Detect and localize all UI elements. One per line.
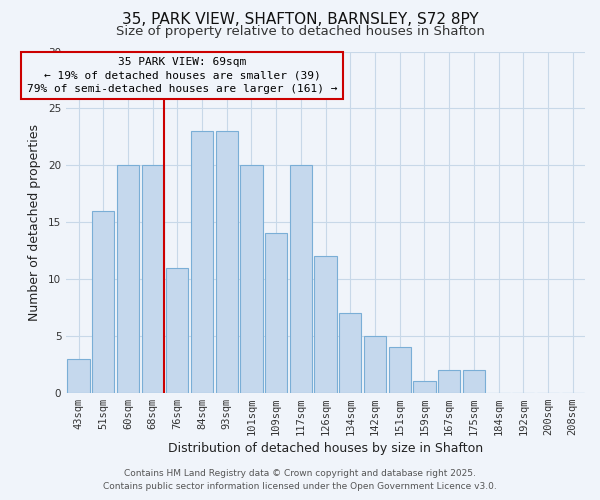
Bar — [67, 358, 89, 392]
Bar — [290, 165, 312, 392]
X-axis label: Distribution of detached houses by size in Shafton: Distribution of detached houses by size … — [168, 442, 483, 455]
Text: 35 PARK VIEW: 69sqm
← 19% of detached houses are smaller (39)
79% of semi-detach: 35 PARK VIEW: 69sqm ← 19% of detached ho… — [27, 57, 338, 94]
Bar — [166, 268, 188, 392]
Bar — [241, 165, 263, 392]
Bar — [413, 382, 436, 392]
Text: Size of property relative to detached houses in Shafton: Size of property relative to detached ho… — [116, 25, 484, 38]
Bar — [339, 313, 361, 392]
Bar — [117, 165, 139, 392]
Bar — [364, 336, 386, 392]
Bar — [389, 347, 411, 393]
Y-axis label: Number of detached properties: Number of detached properties — [28, 124, 41, 320]
Bar — [438, 370, 460, 392]
Text: 35, PARK VIEW, SHAFTON, BARNSLEY, S72 8PY: 35, PARK VIEW, SHAFTON, BARNSLEY, S72 8P… — [122, 12, 478, 28]
Bar — [142, 165, 164, 392]
Bar — [191, 131, 213, 392]
Text: Contains HM Land Registry data © Crown copyright and database right 2025.
Contai: Contains HM Land Registry data © Crown c… — [103, 470, 497, 491]
Bar — [265, 234, 287, 392]
Bar — [314, 256, 337, 392]
Bar — [215, 131, 238, 392]
Bar — [92, 210, 115, 392]
Bar — [463, 370, 485, 392]
